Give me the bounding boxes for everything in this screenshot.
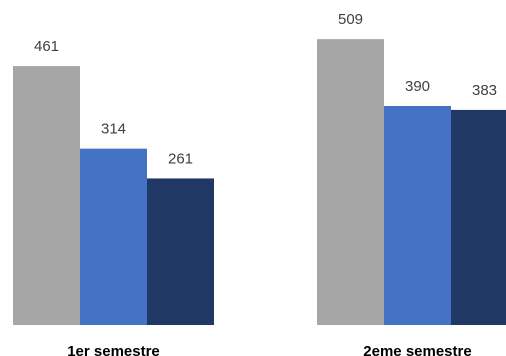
- data-labels-layer: 461 314 261 509 390 383: [34, 11, 497, 167]
- bar-1-1: [13, 66, 80, 325]
- data-label-2-2: 390: [405, 78, 430, 95]
- bar-1-2: [80, 148, 147, 325]
- bars-layer: [13, 39, 506, 325]
- bar-2-1: [317, 39, 384, 325]
- data-label-2-3: 383: [472, 82, 497, 99]
- data-label-1-1: 461: [34, 38, 59, 55]
- category-label-1: 1er semestre: [67, 343, 160, 356]
- category-labels-layer: 1er semestre 2eme semestre: [67, 343, 472, 356]
- data-label-2-1: 509: [338, 11, 363, 28]
- bar-1-3: [147, 178, 214, 325]
- bar-2-2: [384, 105, 451, 325]
- bar-2-3: [451, 109, 506, 325]
- category-label-2: 2eme semestre: [363, 343, 471, 356]
- data-label-1-3: 261: [168, 150, 193, 167]
- data-label-1-2: 314: [101, 121, 126, 138]
